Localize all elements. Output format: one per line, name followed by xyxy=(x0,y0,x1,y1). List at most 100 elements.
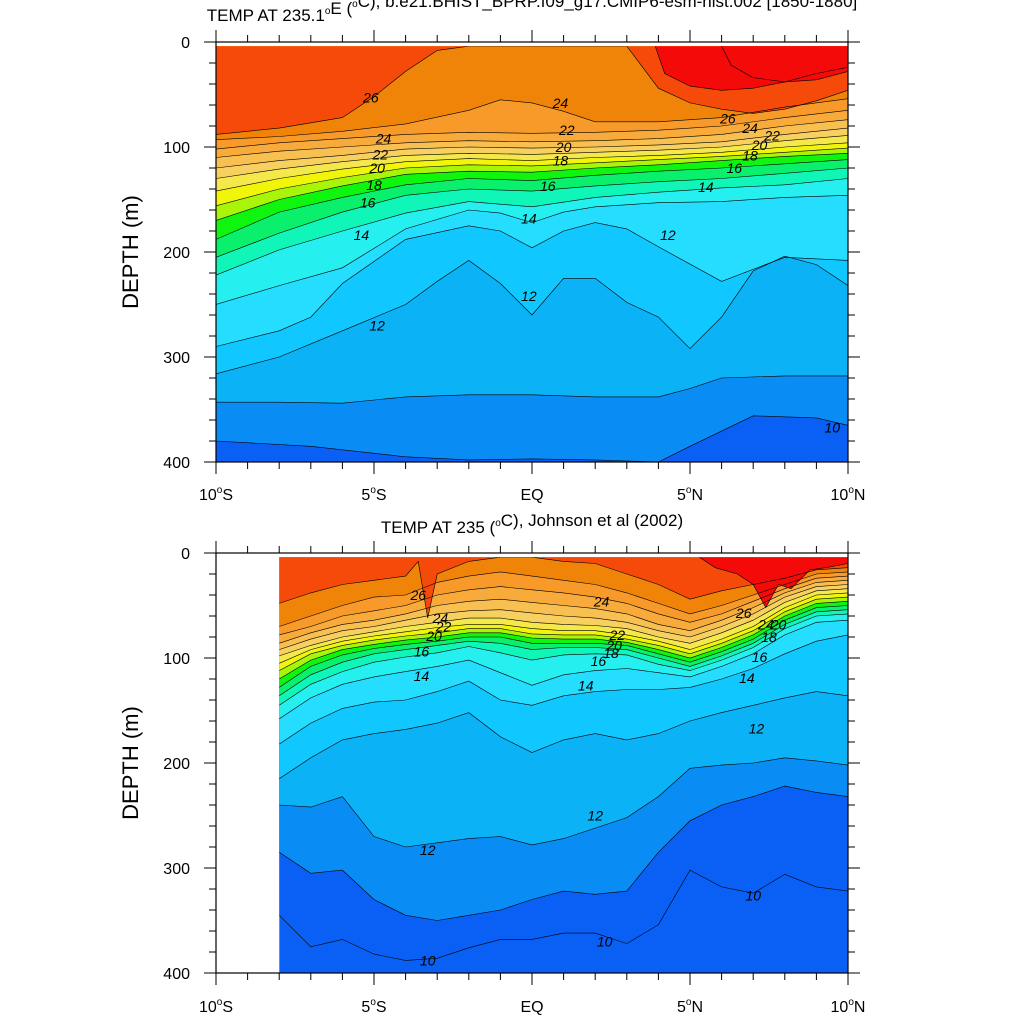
isotherm-10 xyxy=(279,785,848,921)
isotherm-13 xyxy=(279,634,848,745)
contour-lines xyxy=(279,557,848,961)
contour-label: 16 xyxy=(726,160,742,176)
y-tick-label: 400 xyxy=(163,455,190,472)
contour-label: 26 xyxy=(409,587,426,603)
isotherm-26 xyxy=(216,46,848,135)
x-tick-label: EQ xyxy=(520,999,543,1016)
chart-panel-1: 2624222018161412242220181614121214161820… xyxy=(118,0,865,504)
contour-fill-26 xyxy=(279,557,848,619)
isotherm-17 xyxy=(216,159,848,240)
isotherm-25 xyxy=(216,98,848,140)
isotherm-22 xyxy=(216,127,848,169)
contour-lines xyxy=(216,46,848,462)
contour-label: 24 xyxy=(757,616,774,632)
contour-label: 22 xyxy=(558,122,575,138)
contour-label: 24 xyxy=(741,120,758,136)
isotherm-11 xyxy=(216,375,848,404)
contour-label: 16 xyxy=(414,644,430,660)
contour-label: 18 xyxy=(553,153,569,169)
isotherm-23 xyxy=(216,119,848,158)
contour-label: 10 xyxy=(745,887,761,903)
x-tick-label: 5oN xyxy=(677,485,703,504)
contour-label: 14 xyxy=(414,668,430,684)
contour-label: 16 xyxy=(752,649,768,665)
y-tick-label: 200 xyxy=(163,245,190,262)
isotherm-13 xyxy=(216,222,848,347)
isotherm-24 xyxy=(216,110,848,150)
contour-label: 16 xyxy=(540,178,556,194)
chart-panel-2: 2624222016142422201816141212121010102624… xyxy=(118,511,865,1016)
contour-label: 10 xyxy=(597,934,613,950)
contour-label: 22 xyxy=(372,146,389,162)
isotherm-19 xyxy=(279,596,848,671)
x-tick-label: 5oN xyxy=(677,997,703,1016)
contour-label: 20 xyxy=(770,616,787,632)
isotherm-26 xyxy=(279,557,848,619)
isotherm-9 xyxy=(279,869,848,961)
isotherm-28 xyxy=(721,46,848,83)
contour-label: 24 xyxy=(432,610,449,626)
isotherm-16 xyxy=(216,167,848,258)
contour-label: 16 xyxy=(360,195,376,211)
contour-label: 14 xyxy=(354,227,370,243)
y-tick-label: 0 xyxy=(181,546,190,563)
contour-label: 14 xyxy=(698,179,714,195)
contour-label: 14 xyxy=(521,210,537,226)
contour-label: 12 xyxy=(420,842,436,858)
contour-label: 24 xyxy=(552,95,569,111)
isotherm-25 xyxy=(279,571,848,627)
contour-fill-27 xyxy=(699,557,848,608)
contour-label: 12 xyxy=(369,318,385,334)
contour-label: 26 xyxy=(362,90,379,106)
contour-label: 26 xyxy=(735,605,752,621)
x-tick-label: 10oN xyxy=(831,997,866,1016)
isotherm-17 xyxy=(279,605,848,688)
x-tick-label: 10oS xyxy=(199,997,233,1016)
isotherm-18 xyxy=(279,601,848,680)
contour-label: 18 xyxy=(603,645,619,661)
contour-label: 18 xyxy=(366,177,382,193)
isotherm-16 xyxy=(279,609,848,697)
isotherm-24 xyxy=(279,575,848,636)
y-axis-label: DEPTH (m) xyxy=(118,706,143,820)
y-tick-label: 0 xyxy=(181,35,190,52)
contour-label: 18 xyxy=(742,147,758,163)
isotherm-21 xyxy=(216,135,848,179)
isotherm-12 xyxy=(216,255,848,375)
contour-label: 24 xyxy=(593,593,610,609)
contour-label: 20 xyxy=(368,160,385,176)
y-axis-label: DEPTH (m) xyxy=(118,195,143,309)
isotherm-14 xyxy=(216,195,848,305)
isotherm-20 xyxy=(216,142,848,192)
isotherm-15 xyxy=(279,613,848,706)
y-tick-label: 200 xyxy=(163,756,190,773)
contour-label: 12 xyxy=(660,227,676,243)
contour-label: 10 xyxy=(420,952,436,968)
y-tick-label: 400 xyxy=(163,966,190,983)
contour-label: 24 xyxy=(375,131,392,147)
contour-label: 14 xyxy=(578,677,594,693)
x-tick-label: 10oN xyxy=(831,485,866,504)
contour-label: 10 xyxy=(824,419,840,435)
contour-label: 22 xyxy=(609,627,626,643)
x-tick-label: 5oS xyxy=(361,485,386,504)
isotherm-14 xyxy=(279,619,848,720)
chart-title: TEMP AT 235 (oC), Johnson et al (2002) xyxy=(381,511,683,537)
isotherm-27 xyxy=(699,557,848,609)
isotherm-21 xyxy=(279,588,848,657)
isotherm-15 xyxy=(216,178,848,276)
contour-label: 20 xyxy=(751,137,768,153)
contour-label: 12 xyxy=(587,808,603,824)
isotherm-19 xyxy=(216,147,848,207)
isotherm-11 xyxy=(279,757,848,848)
y-tick-label: 300 xyxy=(163,861,190,878)
isotherm-23 xyxy=(279,580,848,644)
contour-label: 20 xyxy=(605,637,622,653)
contour-label: 20 xyxy=(425,628,442,644)
contour-fills xyxy=(216,46,848,462)
isotherm-22 xyxy=(279,584,848,650)
contour-label: 12 xyxy=(749,720,765,736)
isotherm-27 xyxy=(654,46,848,91)
